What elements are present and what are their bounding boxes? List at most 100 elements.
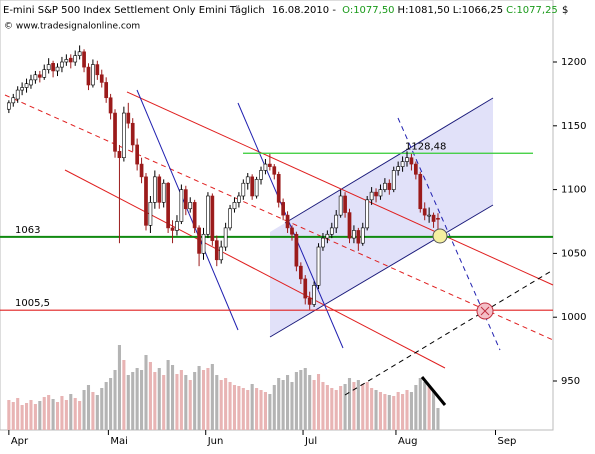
candle-body [338, 195, 343, 216]
chart-date: 16.08.2010 - [272, 5, 336, 16]
volume-bar [241, 388, 245, 430]
candle-body [33, 74, 38, 81]
candle-body [307, 297, 312, 305]
candle-body [436, 218, 440, 220]
candle-body [312, 285, 316, 305]
volume-bar [55, 402, 60, 430]
candle-body [60, 61, 64, 68]
volume-bar [427, 386, 431, 430]
trend-line [344, 269, 554, 396]
candle-body [391, 170, 396, 190]
volume-bar [224, 378, 228, 430]
candle-body [250, 176, 255, 197]
candle-body [290, 227, 294, 235]
volume-bar [219, 380, 223, 430]
candle-body [183, 189, 188, 210]
candle-body [347, 212, 352, 239]
chart-title: E-mini S&P 500 Index Settlement Only Emi… [3, 5, 265, 16]
candle-body [409, 157, 414, 165]
candle-body [281, 202, 285, 216]
x-tick-label: Apr [11, 436, 29, 447]
volume-bar [418, 378, 422, 430]
candle-body [298, 265, 303, 280]
candle-body [166, 182, 170, 229]
header-value: H:1081,50 [398, 5, 450, 16]
volume-bar [157, 368, 161, 430]
trend-line [136, 89, 239, 331]
volume-bar [197, 366, 201, 430]
candle-body [139, 163, 144, 178]
volume-bar [78, 401, 82, 430]
annotations [4, 89, 554, 406]
candle-body [383, 182, 387, 190]
candle-body [325, 233, 330, 239]
volume-bar [113, 370, 117, 430]
x-tick-label: Aug [398, 436, 418, 447]
channel-shade [270, 98, 493, 337]
candle-body [170, 227, 175, 231]
volume-bar [374, 390, 378, 430]
candle-body [201, 233, 206, 254]
volume-bar [405, 390, 409, 430]
candle-body [29, 79, 33, 86]
candle-body [188, 202, 193, 210]
candle-body [152, 176, 157, 203]
candle-body [148, 202, 153, 226]
candle-body [427, 214, 431, 217]
candle-body [11, 97, 16, 104]
candle-body [232, 202, 237, 210]
currency: $ [562, 5, 568, 16]
volume-bar [321, 382, 325, 430]
x-tick-label: Jul [304, 436, 317, 447]
volume-bar [409, 392, 413, 430]
volume-bar [60, 396, 64, 430]
volume-bar [268, 394, 272, 430]
candle-body [400, 161, 405, 167]
volume-bar [250, 384, 254, 430]
volume-bar [126, 375, 130, 430]
y-tick-label: 1200 [561, 57, 586, 68]
candle-body [374, 191, 378, 197]
volume-bar [24, 403, 29, 430]
volume-bar [179, 370, 183, 430]
candle-body [254, 179, 259, 197]
trend-line [4, 94, 554, 341]
candle-body [414, 163, 418, 175]
candle-body [352, 230, 356, 239]
volume-bar [51, 399, 55, 430]
y-tick-label: 950 [561, 376, 580, 387]
candle-body [135, 144, 139, 165]
volume-bar [86, 385, 91, 430]
axes: 950 1000 1050 1100 1150 1200 Apr Mai Jun Jul Aug Se… [8, 57, 586, 447]
candle-body [294, 233, 299, 267]
volume-bar [184, 375, 188, 430]
candle-body [259, 170, 263, 180]
volume-bar [144, 355, 148, 430]
x-tick-label: Jun [207, 436, 224, 447]
candle-body [126, 112, 131, 124]
volume-bar [135, 368, 139, 430]
volume-bar [436, 408, 440, 430]
candle-body [108, 97, 113, 114]
volume-bar [42, 397, 46, 430]
candle-body [369, 191, 374, 201]
candle-body [157, 176, 162, 203]
horizontal-lines: 1063 1005,5 1128,48 [0, 141, 553, 311]
volume-bar [432, 390, 436, 430]
header-value: O:1077,50 [342, 5, 394, 16]
candle-body [343, 195, 347, 213]
volume-bar [69, 394, 73, 430]
candle-body [37, 74, 42, 78]
candle-body [396, 166, 401, 171]
volume-bar [339, 386, 343, 430]
y-tick-label: 1150 [561, 121, 586, 132]
candle-body [422, 208, 427, 216]
candle-body [228, 208, 232, 229]
volume-bar [117, 345, 121, 430]
candle-body [161, 182, 166, 203]
volume-bar [396, 392, 400, 430]
volume-bar [277, 378, 281, 430]
volume-bar [272, 385, 276, 430]
candle-body [360, 227, 365, 244]
volume-bar [334, 390, 338, 430]
